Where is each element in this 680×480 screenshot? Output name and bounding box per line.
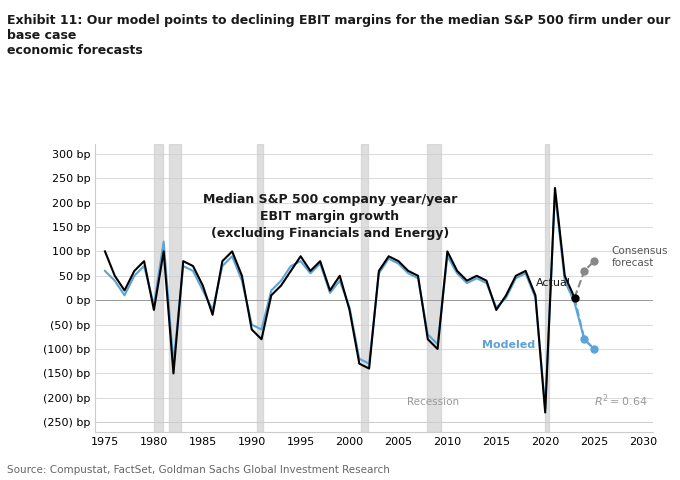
Actual <box>414 273 422 279</box>
Actual <box>551 185 559 191</box>
Bar <box>256 144 263 432</box>
Actual <box>120 288 129 293</box>
Text: $R^2 = 0.64$: $R^2 = 0.64$ <box>594 392 647 408</box>
Actual <box>541 409 549 415</box>
Actual <box>111 273 119 279</box>
Actual <box>375 268 383 274</box>
Actual <box>267 292 275 298</box>
Line: Modeled: Modeled <box>105 193 594 408</box>
Actual <box>140 258 148 264</box>
Text: Modeled: Modeled <box>481 340 534 350</box>
Actual <box>385 253 393 259</box>
Actual <box>336 273 344 279</box>
Modeled <box>424 332 432 337</box>
Modeled <box>258 326 266 332</box>
Bar <box>361 144 368 432</box>
Bar <box>427 144 441 432</box>
Bar <box>169 144 182 432</box>
Actual <box>345 307 354 313</box>
Actual <box>131 268 139 274</box>
Actual <box>258 336 266 342</box>
Modeled <box>209 307 217 313</box>
Actual <box>189 263 197 269</box>
Actual <box>199 283 207 288</box>
Actual <box>209 312 217 318</box>
Text: Source: Compustat, FactSet, Goldman Sachs Global Investment Research: Source: Compustat, FactSet, Goldman Sach… <box>7 465 390 475</box>
Actual <box>473 273 481 279</box>
Actual <box>316 258 324 264</box>
Actual <box>228 249 236 254</box>
Actual <box>296 253 305 259</box>
Actual <box>463 278 471 284</box>
Actual <box>218 258 226 264</box>
Actual <box>179 258 187 264</box>
Text: Consensus
forecast: Consensus forecast <box>612 246 668 268</box>
Actual <box>306 268 314 274</box>
Modeled <box>580 336 588 342</box>
Text: Median S&P 500 company year/year
EBIT margin growth
(excluding Financials and En: Median S&P 500 company year/year EBIT ma… <box>203 193 457 240</box>
Actual <box>326 288 334 293</box>
Actual <box>277 283 285 288</box>
Actual <box>453 268 461 274</box>
Line: Actual: Actual <box>105 188 575 412</box>
Actual <box>502 292 510 298</box>
Actual <box>531 292 539 298</box>
Actual <box>355 361 363 367</box>
Modeled <box>101 268 109 274</box>
Actual <box>404 268 412 274</box>
Actual <box>394 258 403 264</box>
Actual <box>248 326 256 332</box>
Bar <box>545 144 549 432</box>
Actual <box>492 307 500 313</box>
Actual <box>101 249 109 254</box>
Actual <box>522 268 530 274</box>
Modeled <box>248 322 256 327</box>
Actual <box>512 273 520 279</box>
Modeled <box>541 405 549 410</box>
Actual <box>443 249 452 254</box>
Actual <box>561 273 569 279</box>
Text: Recession: Recession <box>407 397 459 407</box>
Text: Actual: Actual <box>535 277 571 288</box>
Bar <box>154 144 163 432</box>
Actual <box>482 278 490 284</box>
Actual <box>571 295 579 300</box>
Modeled <box>453 270 461 276</box>
Modeled <box>551 190 559 196</box>
Actual <box>150 307 158 313</box>
Text: Exhibit 11: Our model points to declining EBIT margins for the median S&P 500 fi: Exhibit 11: Our model points to declinin… <box>7 14 670 58</box>
Actual <box>169 371 177 376</box>
Actual <box>160 249 168 254</box>
Actual <box>434 346 442 352</box>
Actual <box>424 336 432 342</box>
Actual <box>365 366 373 372</box>
Modeled <box>590 346 598 352</box>
Actual <box>238 273 246 279</box>
Actual <box>287 268 295 274</box>
